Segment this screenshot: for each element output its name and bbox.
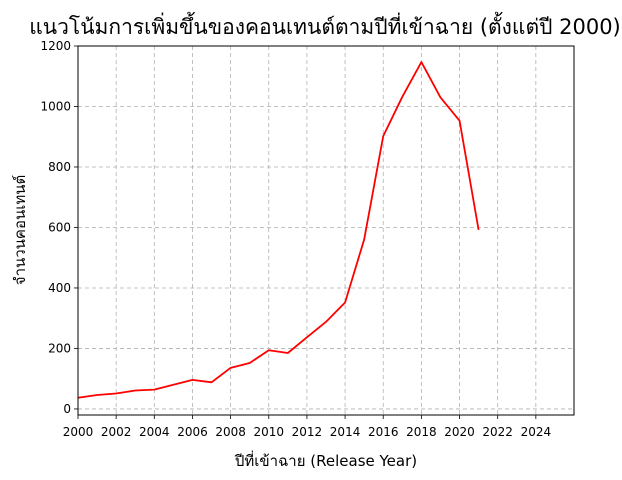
y-tick-label: 200 [48, 341, 71, 355]
y-tick-label: 800 [48, 160, 71, 174]
y-tick-label: 1200 [40, 39, 71, 53]
x-axis-label: ปีที่เข้าฉาย (Release Year) [234, 450, 417, 470]
x-tick-label: 2022 [482, 425, 513, 439]
y-tick-label: 400 [48, 281, 71, 295]
x-tick-label: 2020 [444, 425, 475, 439]
y-tick-label: 1000 [40, 99, 71, 113]
x-axis-ticks: 2000 2002 2004 2006 2008 2010 2012 2014 2016 2018… [63, 415, 551, 439]
x-tick-label: 2008 [215, 425, 246, 439]
x-tick-label: 2018 [406, 425, 437, 439]
x-tick-label: 2012 [292, 425, 323, 439]
x-tick-label: 2004 [139, 425, 170, 439]
chart-title: แนวโน้มการเพิ่มขึ้นของคอนเทนต์ตามปีที่เข… [29, 12, 621, 39]
x-tick-label: 2024 [521, 425, 552, 439]
y-tick-label: 600 [48, 220, 71, 234]
x-tick-label: 2006 [177, 425, 208, 439]
x-tick-label: 2010 [253, 425, 284, 439]
x-tick-label: 2014 [330, 425, 361, 439]
gridlines [77, 45, 574, 415]
series-layer [77, 61, 480, 399]
x-tick-label: 2002 [101, 425, 132, 439]
y-tick-label: 0 [63, 402, 71, 416]
series-line [77, 61, 480, 399]
x-tick-label: 2000 [63, 425, 94, 439]
x-tick-label: 2016 [368, 425, 399, 439]
y-axis-label: จำนวนคอนเทนต์ [11, 175, 29, 285]
y-axis-ticks: 0 200 400 600 800 1000 1200 [40, 39, 78, 416]
plot-frame [77, 45, 575, 416]
